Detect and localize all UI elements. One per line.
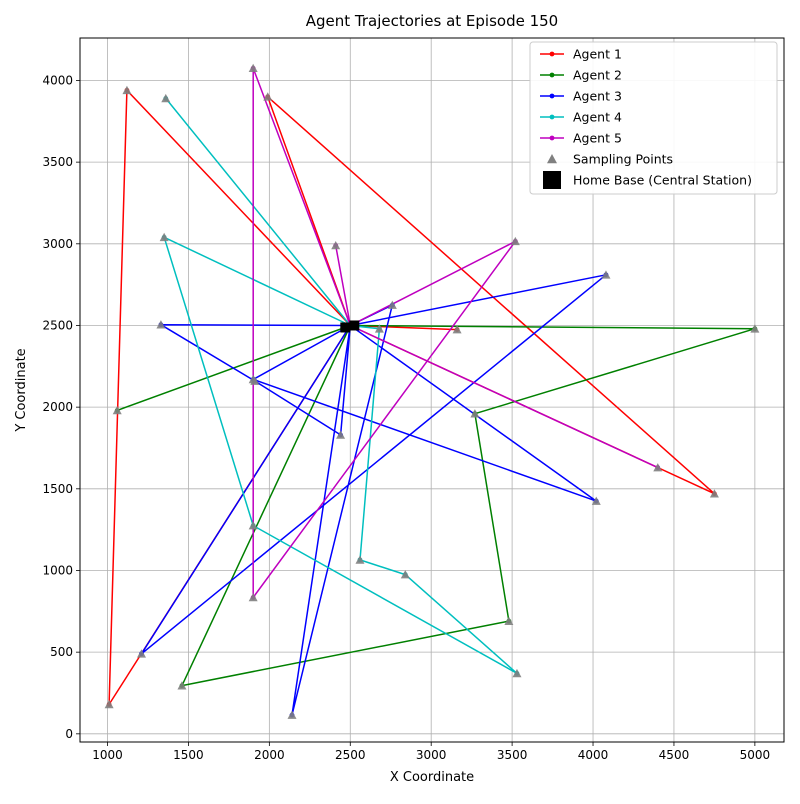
sampling-point xyxy=(400,570,410,579)
legend-marker-home-base xyxy=(543,171,561,189)
y-axis-label: Y Coordinate xyxy=(14,348,29,432)
sampling-point xyxy=(504,616,514,625)
sampling-point xyxy=(248,592,258,602)
sampling-point xyxy=(136,649,146,658)
legend-label-agent-5: Agent 5 xyxy=(573,131,622,146)
y-tick-label: 4000 xyxy=(42,73,73,87)
sampling-point xyxy=(387,300,397,309)
legend-label-agent-3: Agent 3 xyxy=(573,89,622,104)
sampling-point xyxy=(104,699,114,709)
series-line-agent-4 xyxy=(163,97,518,675)
sampling-point xyxy=(512,668,522,678)
legend-marker-agent-3 xyxy=(549,93,555,99)
sampling-point xyxy=(287,710,297,719)
y-tick-label: 2500 xyxy=(42,318,73,332)
plot-area-border xyxy=(79,37,785,743)
x-axis-label: X Coordinate xyxy=(390,770,474,785)
sampling-point xyxy=(452,325,462,334)
sampling-point xyxy=(374,324,384,333)
legend-marker-agent-2 xyxy=(549,72,555,78)
y-tick-label: 1000 xyxy=(42,563,73,577)
legend-marker-agent-4 xyxy=(549,114,555,120)
sampling-point xyxy=(156,320,166,329)
legend-label-sampling: Sampling Points xyxy=(573,152,673,167)
legend-label-agent-1: Agent 1 xyxy=(573,47,622,62)
sampling-point xyxy=(177,681,187,690)
x-tick-label: 3000 xyxy=(416,748,447,762)
y-tick-label: 0 xyxy=(65,727,73,741)
legend-marker-agent-1 xyxy=(549,51,555,57)
sampling-point xyxy=(709,489,719,498)
legend-marker-agent-5 xyxy=(549,135,555,141)
y-tick-label: 3500 xyxy=(42,155,73,169)
series-markers xyxy=(104,63,760,719)
sampling-point xyxy=(355,555,365,564)
axes-frame xyxy=(79,37,785,743)
sampling-point xyxy=(122,85,132,95)
sampling-point xyxy=(336,430,346,439)
x-tick-label: 2000 xyxy=(254,748,285,762)
x-tick-label: 1000 xyxy=(92,748,123,762)
axis-ticks: 1000 1500 2000 2500 3000 3500 4000 4500 5000 0 500… xyxy=(42,73,770,762)
series-line-agent-3 xyxy=(140,274,607,716)
series-line-agent-2 xyxy=(116,324,756,687)
x-tick-label: 3500 xyxy=(497,748,528,762)
sampling-point xyxy=(248,521,258,530)
legend-box xyxy=(529,41,778,195)
x-tick-label: 1500 xyxy=(173,748,204,762)
legend-label-agent-4: Agent 4 xyxy=(573,110,622,125)
sampling-point xyxy=(248,374,258,384)
x-tick-label: 2500 xyxy=(335,748,366,762)
legend: Agent 1 Agent 2 Agent 3 Agent 4 Agent 5 Sampl… xyxy=(529,41,778,195)
legend-marker-sampling xyxy=(547,154,557,164)
legend-label-home-base: Home Base (Central Station) xyxy=(573,173,752,188)
y-tick-label: 1500 xyxy=(42,482,73,496)
y-tick-label: 500 xyxy=(50,645,73,659)
legend-label-agent-2: Agent 2 xyxy=(573,68,622,83)
sampling-point xyxy=(510,236,520,246)
home-base-marker xyxy=(349,320,360,331)
sampling-point xyxy=(159,232,169,242)
sampling-point xyxy=(470,409,480,418)
sampling-point xyxy=(331,240,341,250)
sampling-point xyxy=(263,92,273,101)
sampling-point xyxy=(161,93,171,103)
x-tick-label: 4000 xyxy=(578,748,609,762)
sampling-point xyxy=(653,463,663,472)
home-base-marker xyxy=(340,322,351,333)
y-tick-label: 2000 xyxy=(42,400,73,414)
x-tick-label: 4500 xyxy=(659,748,690,762)
sampling-point xyxy=(248,63,258,73)
sampling-point xyxy=(591,496,601,505)
x-tick-label: 5000 xyxy=(740,748,771,762)
sampling-point xyxy=(601,270,611,279)
sampling-point xyxy=(112,405,122,415)
y-tick-label: 3000 xyxy=(42,237,73,251)
sampling-point xyxy=(750,324,760,333)
chart-title: Agent Trajectories at Episode 150 xyxy=(306,12,558,30)
